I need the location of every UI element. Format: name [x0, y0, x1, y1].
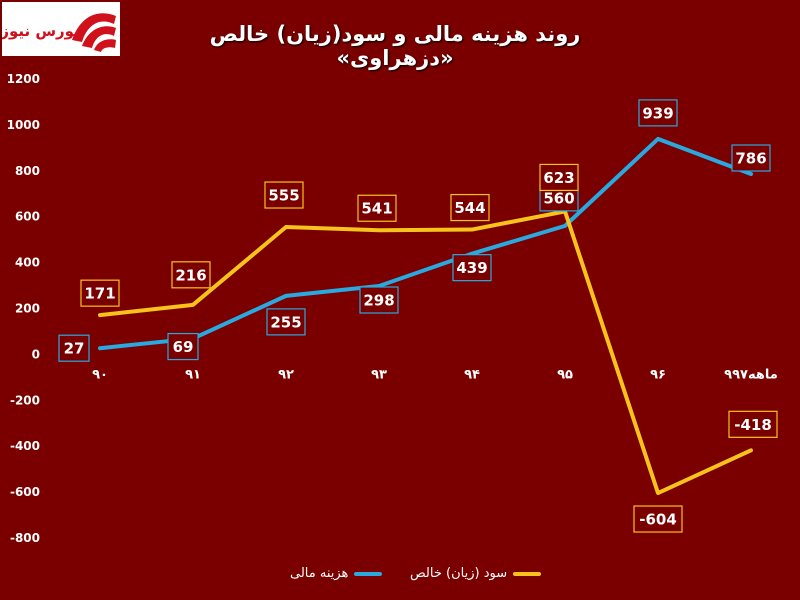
data-label-text: -418 [734, 416, 772, 434]
data-label-text: 69 [173, 338, 194, 356]
data-label-cost: 939 [638, 99, 678, 127]
data-label-profit: -604 [633, 505, 683, 533]
logo-mark: بورس نیوز [2, 2, 120, 56]
data-label-text: 298 [363, 292, 394, 310]
data-label-profit: 544 [450, 193, 490, 222]
x-axis: ۹۰ ۹۱ ۹۲ ۹۳ ۹۴ ۹۵ ۹۶ ۹ماهه۹۷ [92, 367, 778, 382]
x-tick-label: ۹۳ [371, 367, 387, 382]
x-tick-label: ۹۱ [185, 367, 201, 382]
data-label-box [80, 279, 120, 307]
y-axis: -800 -600 -400 -200 0 200 400 600 800 1000 1200 [7, 72, 40, 545]
y-tick-label: 0 [32, 347, 40, 361]
series-lines [98, 136, 753, 496]
data-label-text: 27 [64, 340, 85, 358]
data-label-box [633, 505, 683, 533]
data-label-box [728, 410, 778, 438]
data-label-profit: 555 [264, 181, 304, 209]
data-labels: 27 69 255 298 439 560 939 786 171 216 555 541 544 623… [58, 99, 778, 533]
legend-swatch-cost [354, 571, 383, 576]
data-label-text: 939 [642, 104, 673, 122]
legend: هزینه مالی سود (زیان) خالص [0, 566, 800, 588]
legend-label-profit: سود (زیان) خالص [410, 566, 508, 581]
data-label-cost: 27 [58, 334, 90, 362]
y-tick-label: -400 [10, 439, 40, 453]
legend-item-cost: هزینه مالی [290, 566, 383, 581]
data-label-cost: 255 [266, 308, 306, 336]
data-label-box [731, 144, 771, 172]
data-label-box [58, 334, 90, 362]
legend-item-profit: سود (زیان) خالص [410, 566, 542, 581]
data-label-text: 171 [84, 285, 115, 303]
data-label-profit: 623 [539, 163, 579, 192]
data-label-box [450, 193, 490, 222]
data-label-cost: 439 [452, 254, 492, 282]
data-label-box [359, 286, 399, 314]
y-tick-label: 400 [15, 256, 40, 270]
data-label-box [167, 332, 199, 361]
data-label-box [638, 99, 678, 127]
data-label-text: 623 [543, 169, 574, 187]
y-tick-label: 600 [15, 210, 40, 224]
data-label-cost: 786 [731, 144, 771, 172]
y-tick-label: -800 [10, 531, 40, 545]
data-label-box [539, 163, 579, 192]
y-tick-label: 1000 [7, 118, 40, 132]
x-tick-label: ۹۵ [557, 367, 573, 382]
data-label-box [357, 194, 397, 222]
chart-title: روند هزینه مالی و سود(زیان) خالص «دزهراو… [209, 22, 581, 70]
data-label-text: 560 [543, 189, 574, 207]
x-tick-label: ۹۴ [464, 367, 480, 382]
data-label-text: 439 [456, 259, 487, 277]
data-label-text: 216 [175, 266, 206, 284]
data-label-profit: -418 [728, 410, 778, 438]
data-label-text: 541 [361, 200, 392, 218]
y-tick-label: -200 [10, 393, 40, 407]
series-line-cost [98, 136, 753, 351]
data-label-profit: 216 [171, 261, 211, 289]
legend-label-cost: هزینه مالی [290, 566, 349, 581]
data-label-text: -604 [639, 511, 677, 529]
data-label-box [264, 181, 304, 209]
logo: بورس نیوز [2, 2, 120, 56]
data-label-box [266, 308, 306, 336]
legend-swatch-profit [513, 571, 542, 576]
x-tick-label: ۹ماهه۹۷ [724, 367, 778, 382]
x-tick-label: ۹۰ [92, 367, 108, 382]
x-tick-label: ۹۲ [278, 367, 294, 382]
data-label-profit: 171 [80, 279, 120, 307]
data-label-text: 786 [735, 150, 766, 168]
data-label-text: 255 [270, 313, 301, 331]
data-label-box [171, 261, 211, 289]
x-tick-label: ۹۶ [650, 367, 666, 382]
series-line-profit [98, 209, 753, 496]
data-label-profit: 541 [357, 194, 397, 222]
data-label-cost: 69 [167, 332, 199, 361]
y-tick-label: 1200 [7, 72, 40, 86]
y-tick-label: -600 [10, 485, 40, 499]
data-label-cost: 298 [359, 286, 399, 314]
logo-text: بورس نیوز [2, 22, 80, 40]
y-tick-label: 200 [15, 302, 40, 316]
data-label-text: 555 [268, 187, 299, 205]
y-tick-label: 800 [15, 164, 40, 178]
data-label-text: 544 [454, 199, 485, 217]
data-label-box [452, 254, 492, 282]
